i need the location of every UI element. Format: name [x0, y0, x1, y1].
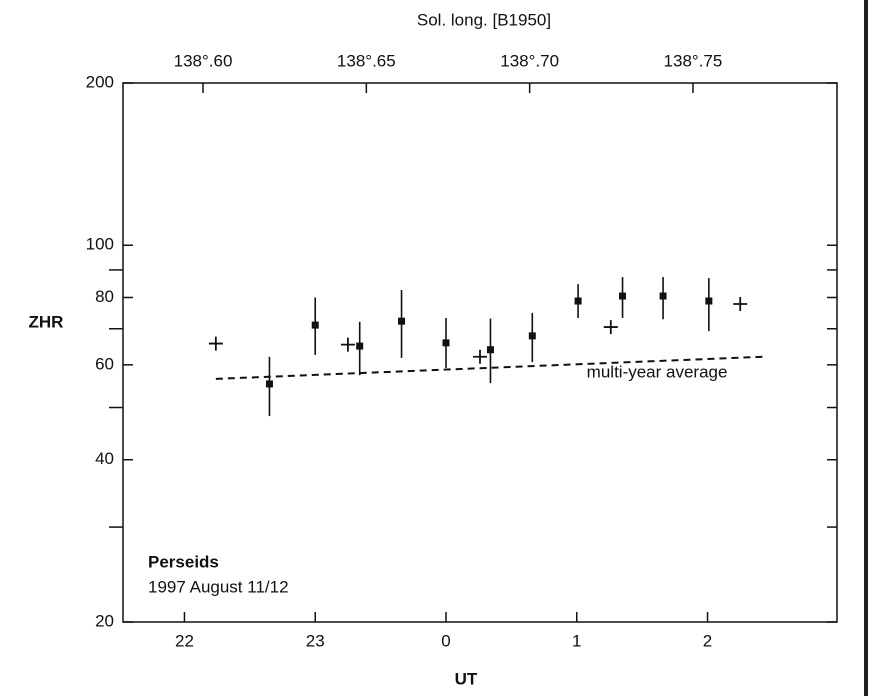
x-tick-label: 0: [441, 631, 450, 650]
data-point: [398, 317, 406, 325]
x-tick-label: 22: [175, 631, 194, 650]
x-tick-label: 1: [572, 631, 581, 650]
top-tick-label: 138°.65: [337, 51, 396, 70]
cross-point: [603, 320, 618, 335]
data-point: [574, 297, 582, 305]
data-point: [528, 332, 536, 340]
y-tick-label: 60: [95, 354, 114, 373]
data-point: [619, 292, 627, 300]
y-axis-label: ZHR: [29, 312, 64, 331]
y-tick-label: 200: [86, 72, 114, 91]
annotation-title: Perseids: [148, 552, 219, 571]
data-point: [442, 339, 450, 347]
y-tick-label: 20: [95, 611, 114, 630]
data-point: [356, 342, 364, 350]
top-tick-label: 138°.70: [500, 51, 559, 70]
cross-point: [340, 337, 355, 352]
data-point: [705, 297, 713, 305]
plot-frame: [122, 82, 838, 623]
scan-edge: [864, 0, 868, 696]
y-tick-label: 40: [95, 449, 114, 468]
cross-point: [473, 349, 487, 364]
data-point: [486, 346, 494, 354]
cross-point: [208, 336, 223, 351]
cross-point: [733, 297, 748, 312]
y-tick-label: 80: [95, 287, 114, 306]
data-point: [659, 292, 667, 300]
annotation-date: 1997 August 11/12: [148, 577, 289, 596]
data-point: [311, 321, 319, 329]
top-tick-label: 138°.60: [174, 51, 233, 70]
x-axis-label: UT: [455, 669, 478, 688]
line-label: multi-year average: [587, 362, 728, 381]
x-tick-label: 23: [306, 631, 325, 650]
y-tick-label: 100: [86, 235, 114, 254]
top-axis-title: Sol. long. [B1950]: [417, 10, 551, 29]
x-tick-label: 2: [703, 631, 712, 650]
top-tick-label: 138°.75: [664, 51, 723, 70]
data-point: [265, 380, 273, 388]
